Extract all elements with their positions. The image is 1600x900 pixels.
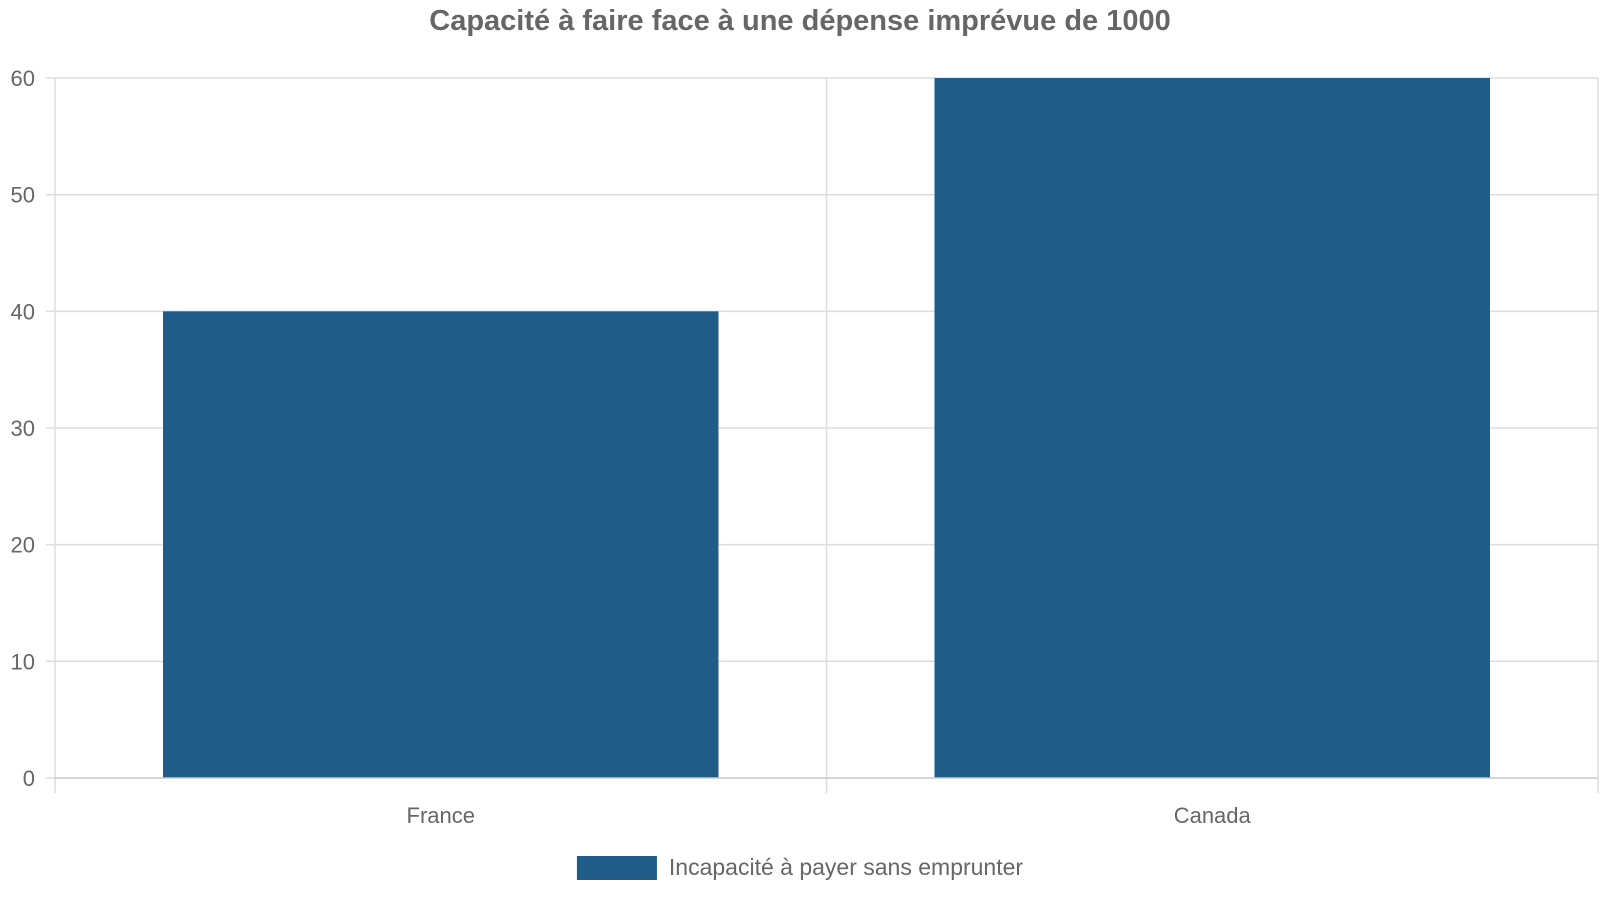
bar-france	[163, 311, 719, 778]
y-tick-label: 40	[11, 299, 35, 324]
x-tick-label: France	[407, 803, 475, 828]
y-tick-label: 10	[11, 649, 35, 674]
x-axis-ticks: France Canada	[407, 803, 1252, 828]
chart-title: Capacité à faire face à une dépense impr…	[429, 5, 1170, 37]
y-tick-label: 20	[11, 533, 35, 558]
legend-label: Incapacité à payer sans emprunter	[669, 854, 1023, 880]
y-tick-label: 30	[11, 416, 35, 441]
bar-canada	[934, 78, 1490, 778]
x-tick-label: Canada	[1174, 803, 1252, 828]
y-tick-label: 50	[11, 183, 35, 208]
y-axis-ticks: 0 10 20 30 40 50 60	[11, 66, 55, 791]
bars	[163, 78, 1490, 778]
y-tick-label: 60	[11, 66, 35, 91]
y-tick-label: 0	[23, 766, 35, 791]
legend-swatch	[576, 856, 657, 880]
legend: Incapacité à payer sans emprunter	[576, 854, 1023, 880]
